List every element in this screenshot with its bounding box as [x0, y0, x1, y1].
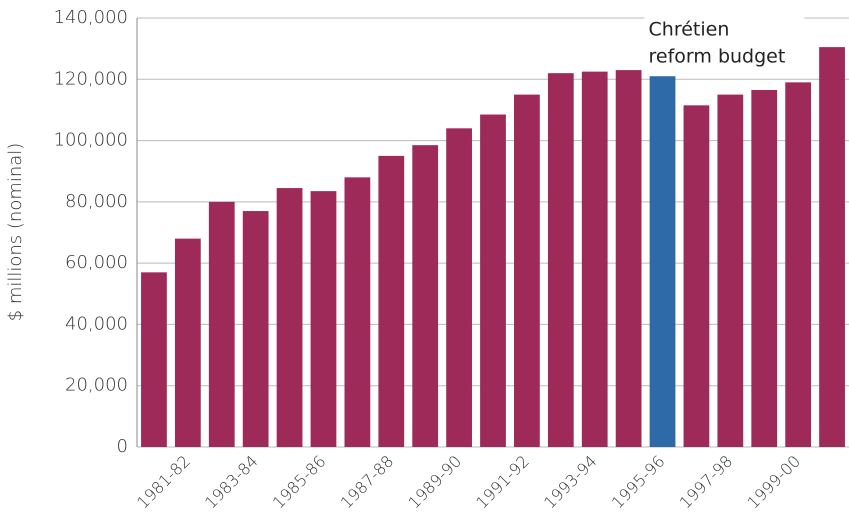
bar — [717, 94, 744, 447]
y-tick-label: 80,000 — [65, 191, 128, 212]
bar — [412, 145, 439, 448]
annotation: reform budget — [649, 46, 786, 68]
x-tick-label: 1991-92 — [472, 452, 533, 513]
y-tick-label: 0 — [117, 436, 128, 457]
bar — [242, 211, 269, 447]
bar — [344, 177, 371, 448]
annotation-box — [644, 14, 805, 74]
bar — [446, 128, 472, 448]
x-tick-label: 1989-90 — [404, 452, 465, 513]
bar — [480, 114, 506, 448]
y-tick-label: 60,000 — [65, 252, 128, 273]
x-tick-label: 1985-86 — [269, 452, 330, 513]
bar — [581, 71, 608, 447]
y-tick-label: 100,000 — [54, 130, 128, 151]
x-tick-label: 1981-82 — [133, 452, 194, 513]
bar — [751, 90, 778, 447]
bar — [649, 76, 676, 447]
bar — [615, 70, 642, 447]
y-tick-label: 120,000 — [54, 68, 128, 89]
bar — [141, 272, 167, 447]
bar — [208, 201, 235, 447]
x-tick-label: 1995-96 — [608, 452, 669, 513]
bar — [174, 238, 201, 447]
y-axis-label: $ millions (nominal) — [5, 143, 26, 322]
x-tick-label: 1987-88 — [337, 452, 398, 513]
x-tick-label: 1993-94 — [540, 452, 601, 513]
y-tick-label: 140,000 — [54, 7, 128, 28]
bar — [683, 105, 710, 447]
bar — [819, 47, 845, 447]
y-tick-label: 40,000 — [65, 313, 128, 334]
bar — [547, 73, 574, 448]
bar — [514, 94, 540, 447]
bar — [378, 155, 405, 447]
annotation: Chrétien — [649, 19, 730, 41]
x-tick-label: 1997-98 — [676, 452, 737, 513]
bar — [276, 188, 303, 447]
y-tick-label: 20,000 — [65, 375, 128, 396]
x-tick-label: 1983-84 — [201, 452, 262, 513]
bar — [310, 191, 337, 447]
x-tick-label: 1999-00 — [743, 452, 804, 513]
bar — [785, 82, 812, 447]
